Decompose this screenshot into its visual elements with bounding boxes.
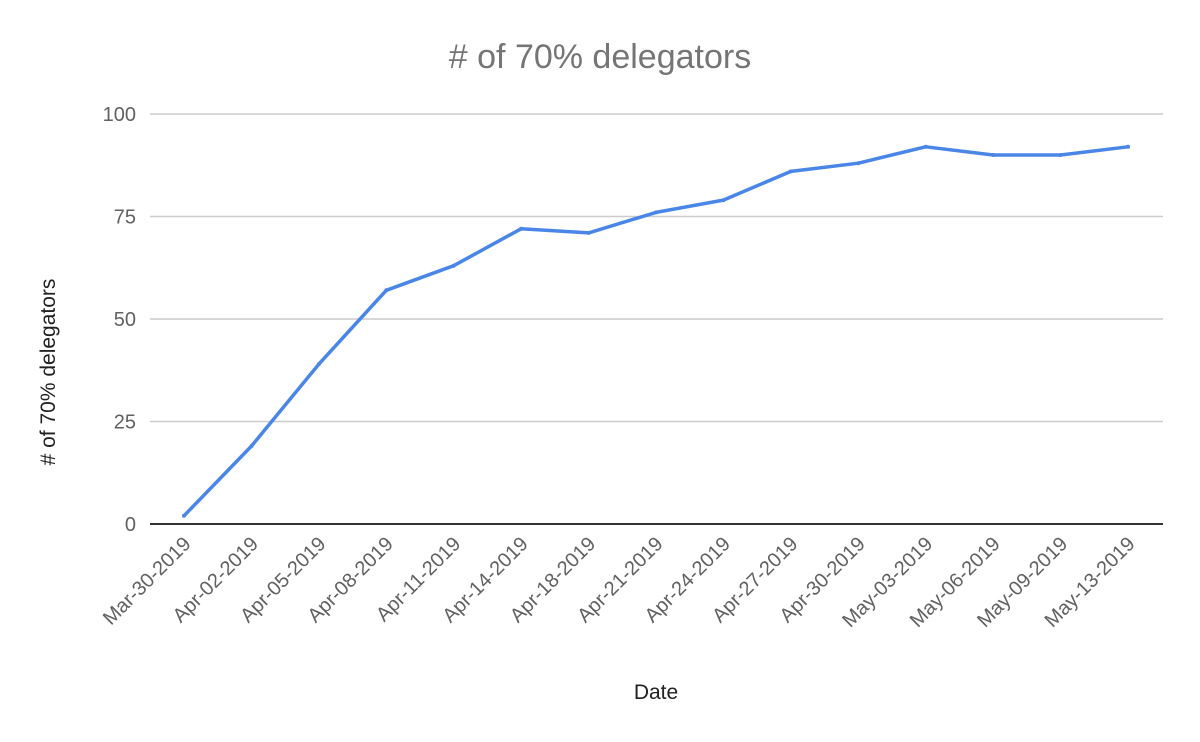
y-tick-label: 50 xyxy=(114,309,136,331)
y-tick-label: 100 xyxy=(103,104,136,126)
series-layer xyxy=(182,144,1130,518)
data-point xyxy=(586,230,591,235)
data-point xyxy=(721,198,726,203)
data-point xyxy=(654,210,658,215)
data-point xyxy=(519,226,524,231)
data-point xyxy=(991,153,996,157)
data-point xyxy=(249,444,254,449)
y-tick-label: 25 xyxy=(114,412,136,434)
data-point xyxy=(856,161,861,166)
chart-title: # of 70% delegators xyxy=(449,38,751,76)
series-line xyxy=(182,145,1130,518)
data-point xyxy=(316,362,321,367)
x-axis-label: Date xyxy=(634,681,678,704)
gridlines xyxy=(150,113,1163,525)
y-tick-label: 75 xyxy=(114,207,136,229)
data-point xyxy=(788,169,793,174)
data-point xyxy=(451,263,456,268)
data-point xyxy=(182,513,186,518)
data-point xyxy=(1058,153,1063,157)
data-point xyxy=(1126,144,1130,149)
data-point xyxy=(384,288,389,293)
y-tick-label: 0 xyxy=(125,514,136,536)
x-axis-ticks: Mar-30-2019Apr-02-2019Apr-05-2019Apr-08-… xyxy=(99,533,1140,632)
y-axis-ticks: 0 25 50 75 100 xyxy=(103,104,136,536)
data-point xyxy=(923,144,928,149)
y-axis-label: # of 70% delegators xyxy=(37,279,60,466)
